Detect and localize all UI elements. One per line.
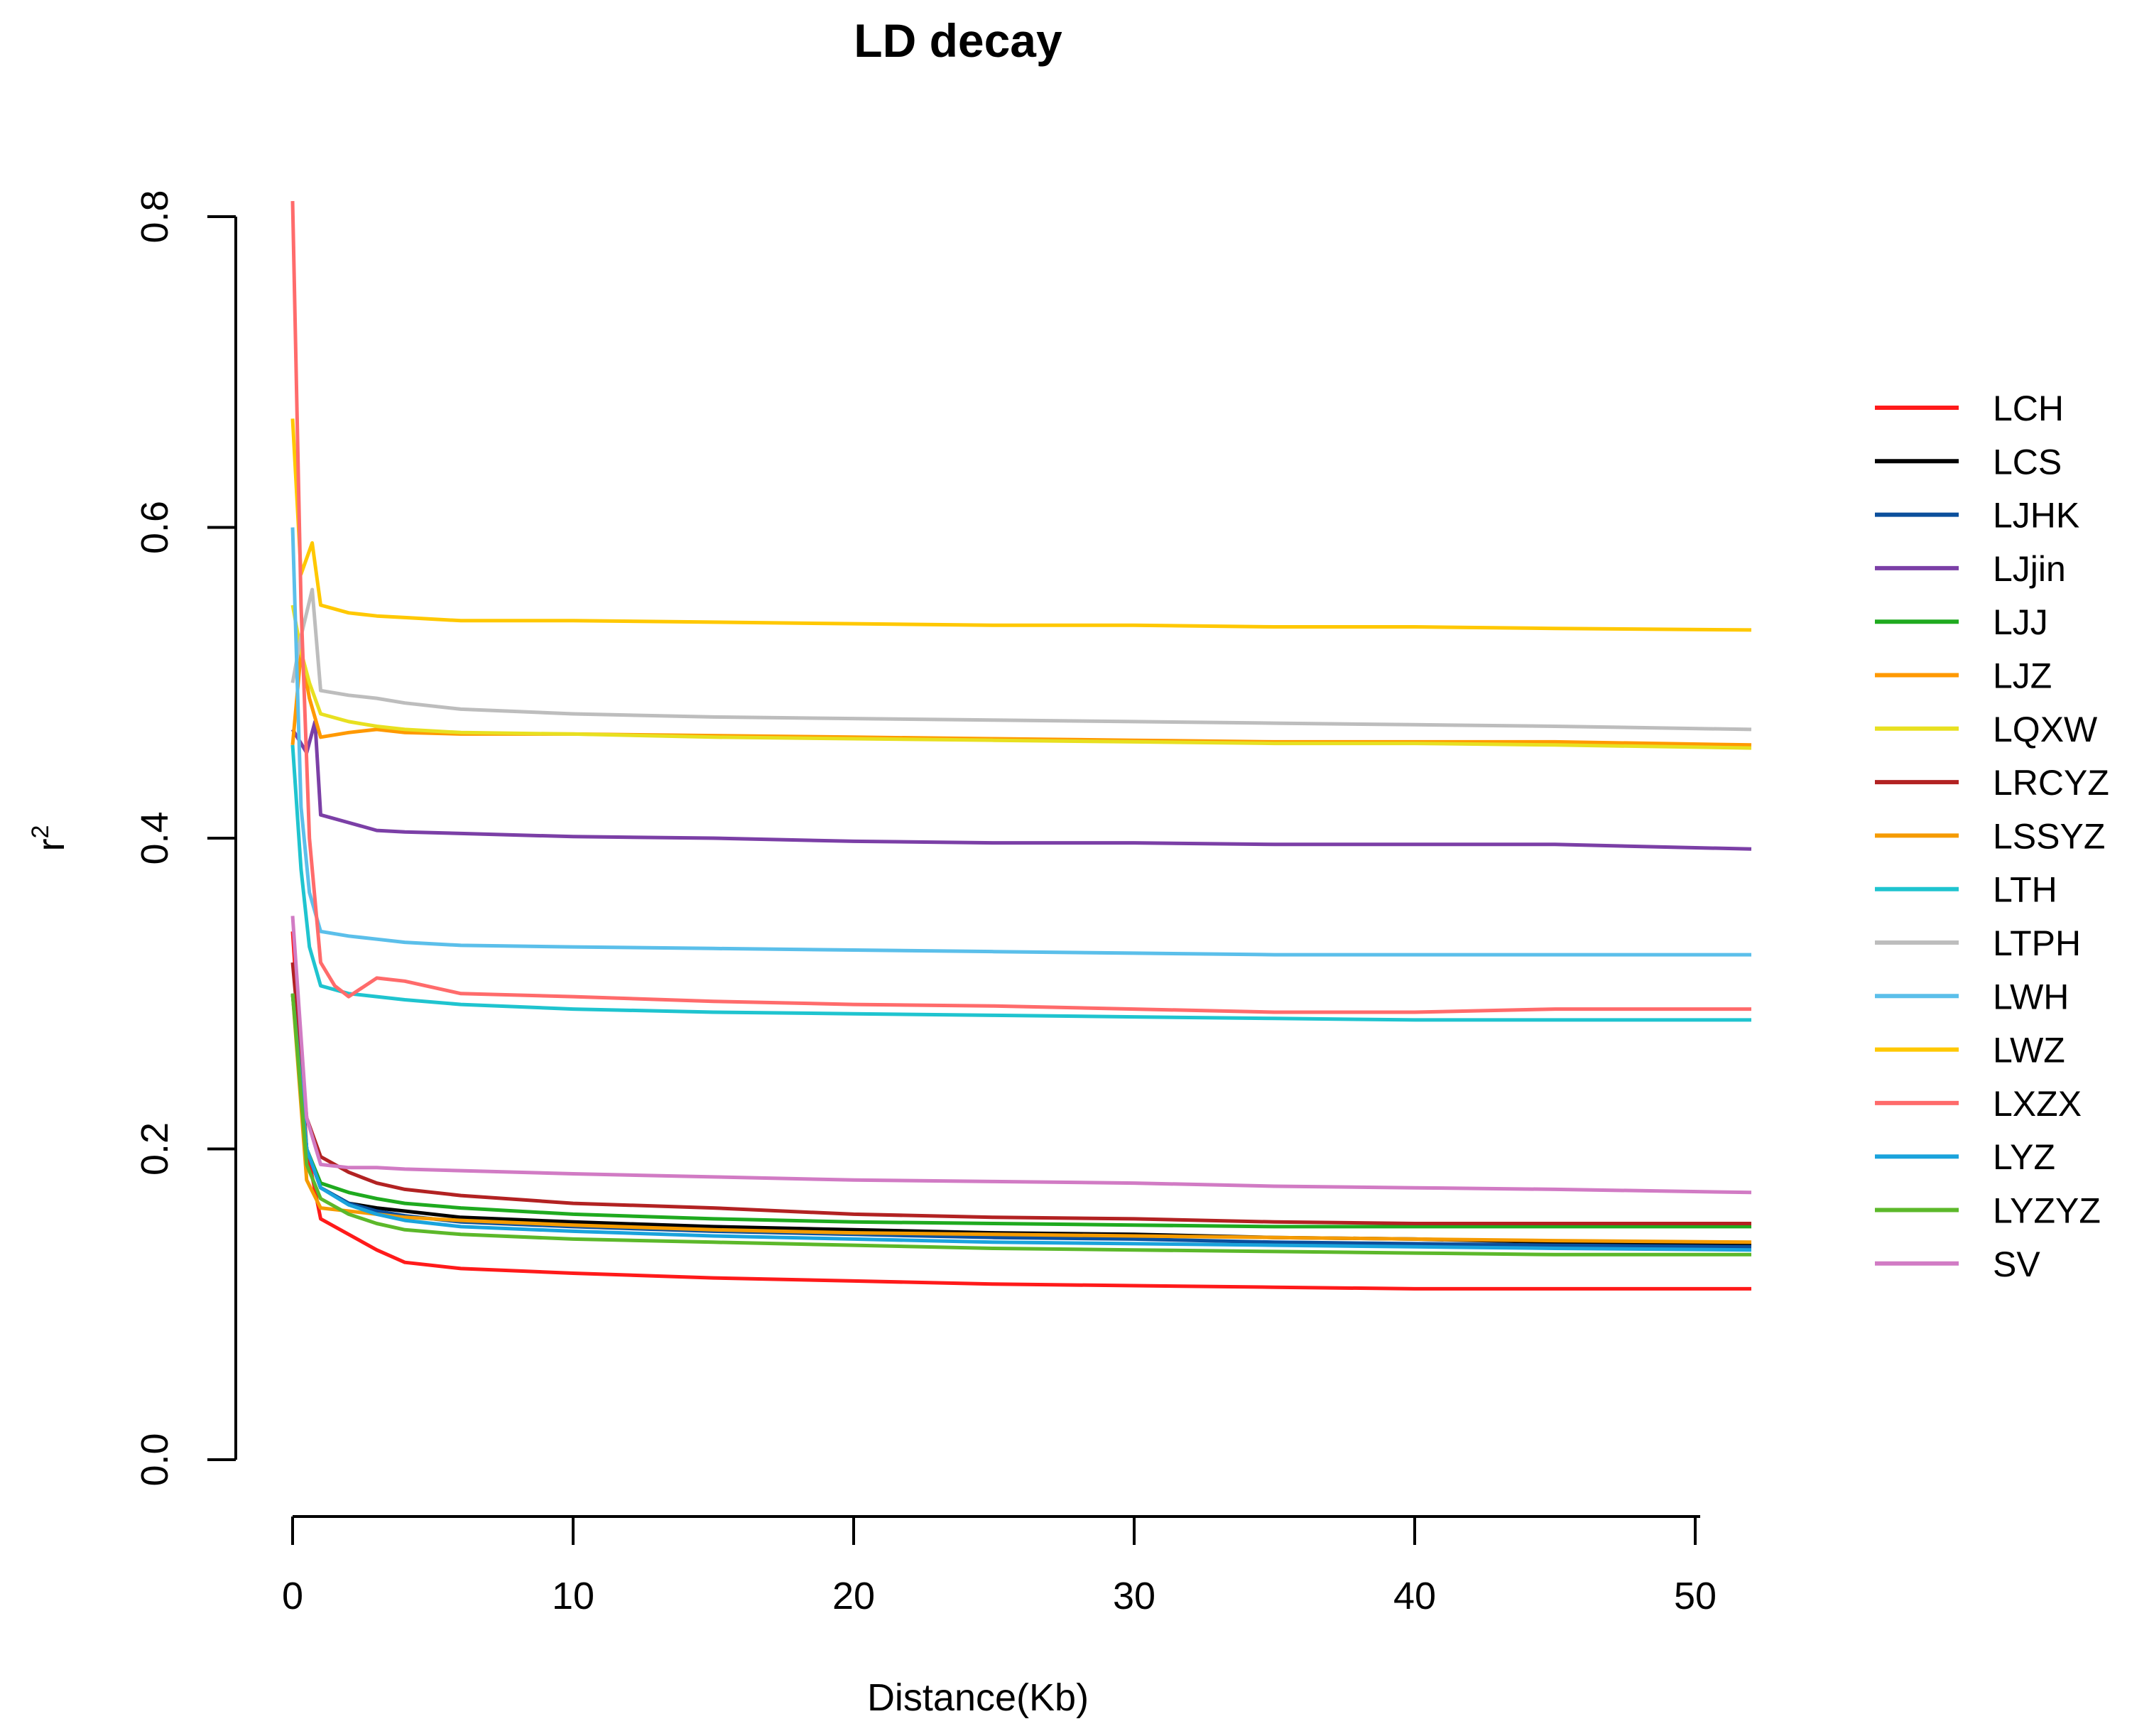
- series-line-lxzx: [290, 201, 1751, 1014]
- series-line-lyz: [290, 993, 1752, 1252]
- x-tick-label: 0: [282, 1575, 303, 1617]
- series-line-lth: [290, 744, 1751, 1022]
- y-tick-label: 0.6: [134, 501, 176, 554]
- x-tick-label: 10: [552, 1575, 594, 1617]
- chart-title: LD decay: [854, 14, 1062, 67]
- series-line-lssyz: [290, 993, 1752, 1244]
- plot-area: [290, 201, 1752, 1291]
- legend: LCH LCS LJHK LJjin LJJ LJZ LQXW LRCYZ LSSYZ LTH LT…: [1875, 389, 2109, 1284]
- x-tick-label: 30: [1113, 1575, 1155, 1617]
- x-tick-label: 40: [1393, 1575, 1436, 1617]
- series-line-sv: [290, 916, 1752, 1195]
- series-line-ljhk: [290, 993, 1752, 1249]
- legend-label-ljhk: LJHK: [1993, 496, 2079, 536]
- legend-label-lwz: LWZ: [1993, 1031, 2065, 1070]
- legend-label-ltph: LTPH: [1993, 923, 2081, 963]
- series-line-lqxw: [290, 604, 1752, 750]
- legend-label-lssyz: LSSYZ: [1993, 816, 2105, 856]
- legend-label-lth: LTH: [1993, 870, 2057, 910]
- y-axis-label-group: r2: [27, 825, 72, 852]
- y-axis-label: r2: [27, 825, 72, 852]
- legend-label-lcs: LCS: [1993, 442, 2062, 482]
- x-tick-label: 20: [832, 1575, 875, 1617]
- legend-label-ljj: LJJ: [1993, 602, 2048, 642]
- x-axis-ticks: 0 10 20 30 40 50: [282, 1517, 1717, 1617]
- series-line-lwz: [290, 418, 1752, 632]
- legend-label-lyz: LYZ: [1993, 1137, 2055, 1177]
- series-line-lyzyz: [290, 993, 1751, 1257]
- legend-label-lxzx: LXZX: [1993, 1084, 2082, 1124]
- series-line-ljjin: [290, 720, 1752, 851]
- legend-label-lqxw: LQXW: [1993, 710, 2098, 749]
- y-tick-label: 0.8: [134, 190, 176, 243]
- legend-label-sv: SV: [1993, 1244, 2040, 1284]
- legend-label-ljz: LJZ: [1993, 656, 2052, 696]
- series-line-ljj: [290, 993, 1751, 1229]
- y-tick-label: 0.4: [134, 811, 176, 864]
- legend-label-lrcyz: LRCYZ: [1993, 763, 2109, 803]
- x-axis-label: Distance(Kb): [867, 1676, 1089, 1719]
- legend-label-lwh: LWH: [1993, 977, 2069, 1016]
- series-line-lcs: [290, 993, 1752, 1247]
- y-tick-label: 0.0: [134, 1433, 176, 1486]
- legend-label-ljjin: LJjin: [1993, 549, 2066, 589]
- series-line-lch: [290, 931, 1751, 1291]
- x-tick-label: 50: [1674, 1575, 1717, 1617]
- y-axis-ticks: 0.0 0.2 0.4 0.6 0.8: [134, 190, 236, 1487]
- legend-label-lyzyz: LYZYZ: [1993, 1191, 2101, 1231]
- y-axis-label-base: r: [30, 838, 72, 851]
- y-axis-label-superscript: 2: [27, 825, 54, 839]
- series-line-ltph: [290, 587, 1752, 732]
- series-line-ljz: [290, 650, 1752, 747]
- legend-label-lch: LCH: [1993, 389, 2064, 428]
- y-tick-label: 0.2: [134, 1122, 176, 1176]
- series-line-lrcyz: [290, 962, 1751, 1225]
